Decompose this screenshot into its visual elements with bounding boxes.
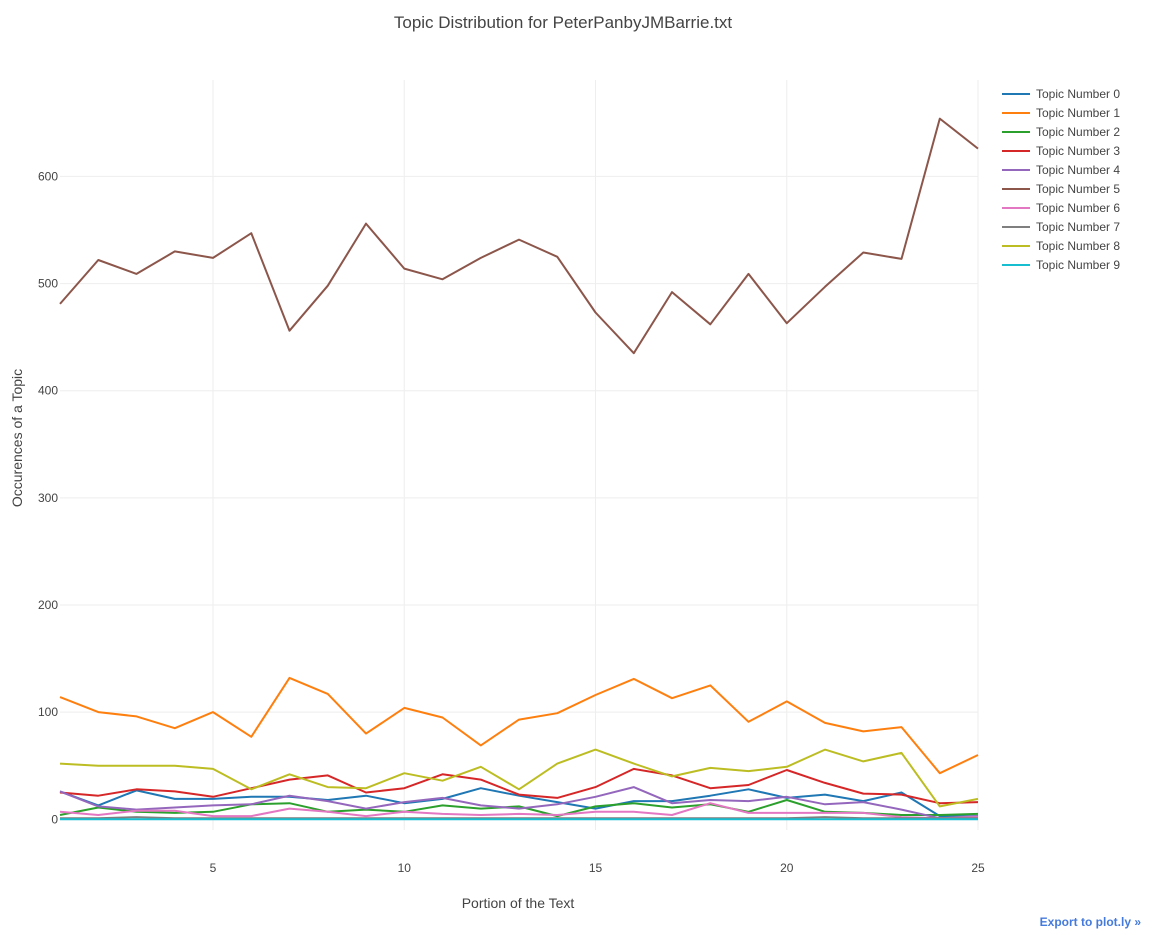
series-line-topic-number-8[interactable] bbox=[59, 748, 979, 808]
series-line-topic-number-5[interactable] bbox=[59, 117, 979, 355]
x-tick-label: 15 bbox=[589, 861, 603, 875]
series-line-topic-number-4[interactable] bbox=[59, 786, 979, 820]
y-tick-label: 100 bbox=[38, 705, 58, 719]
legend-item[interactable]: Topic Number 0 bbox=[1002, 87, 1120, 101]
x-axis-ticks: 5 10 15 20 25 bbox=[210, 861, 985, 875]
legend-item[interactable]: Topic Number 9 bbox=[1002, 258, 1120, 272]
legend-label: Topic Number 5 bbox=[1036, 182, 1120, 196]
legend-label: Topic Number 3 bbox=[1036, 144, 1120, 158]
x-tick-label: 20 bbox=[780, 861, 794, 875]
x-tick-label: 5 bbox=[210, 861, 217, 875]
legend-label: Topic Number 1 bbox=[1036, 106, 1120, 120]
y-axis-ticks: 0 100 200 300 400 500 600 bbox=[38, 169, 58, 826]
x-tick-label: 25 bbox=[971, 861, 985, 875]
series-line-topic-number-0[interactable] bbox=[59, 787, 978, 818]
y-tick-label: 300 bbox=[38, 491, 58, 505]
legend-item[interactable]: Topic Number 4 bbox=[1002, 163, 1120, 177]
y-tick-label: 400 bbox=[38, 384, 58, 398]
legend-item[interactable]: Topic Number 8 bbox=[1002, 239, 1120, 253]
legend-item[interactable]: Topic Number 5 bbox=[1002, 182, 1120, 196]
export-to-plotly-link[interactable]: Export to plot.ly » bbox=[1039, 915, 1141, 929]
series-line-topic-number-1[interactable] bbox=[59, 676, 979, 775]
y-tick-label: 0 bbox=[51, 812, 58, 826]
legend-item[interactable]: Topic Number 7 bbox=[1002, 220, 1120, 234]
legend-label: Topic Number 8 bbox=[1036, 239, 1120, 253]
legend-item[interactable]: Topic Number 6 bbox=[1002, 201, 1120, 215]
y-tick-label: 200 bbox=[38, 598, 58, 612]
legend-item[interactable]: Topic Number 2 bbox=[1002, 125, 1120, 139]
series-line-topic-number-3[interactable] bbox=[59, 767, 979, 805]
series-line-topic-number-6[interactable] bbox=[59, 802, 979, 820]
legend-item[interactable]: Topic Number 3 bbox=[1002, 144, 1120, 158]
chart-title: Topic Distribution for PeterPanbyJMBarri… bbox=[394, 13, 733, 32]
series-line-topic-number-2[interactable] bbox=[59, 799, 979, 818]
series-line-topic-number-7[interactable] bbox=[60, 816, 978, 820]
legend-item[interactable]: Topic Number 1 bbox=[1002, 106, 1120, 120]
y-tick-label: 600 bbox=[38, 169, 58, 183]
x-tick-label: 10 bbox=[398, 861, 412, 875]
series-lines bbox=[59, 117, 979, 821]
x-axis-title: Portion of the Text bbox=[462, 895, 575, 911]
legend-label: Topic Number 2 bbox=[1036, 125, 1120, 139]
y-tick-label: 500 bbox=[38, 277, 58, 291]
legend-label: Topic Number 6 bbox=[1036, 201, 1120, 215]
legend-label: Topic Number 9 bbox=[1036, 258, 1120, 272]
legend-label: Topic Number 0 bbox=[1036, 87, 1120, 101]
y-axis-title: Occurences of a Topic bbox=[9, 369, 25, 507]
legend[interactable]: Topic Number 0 Topic Number 1 Topic Number… bbox=[1002, 87, 1120, 272]
legend-label: Topic Number 4 bbox=[1036, 163, 1120, 177]
legend-label: Topic Number 7 bbox=[1036, 220, 1120, 234]
